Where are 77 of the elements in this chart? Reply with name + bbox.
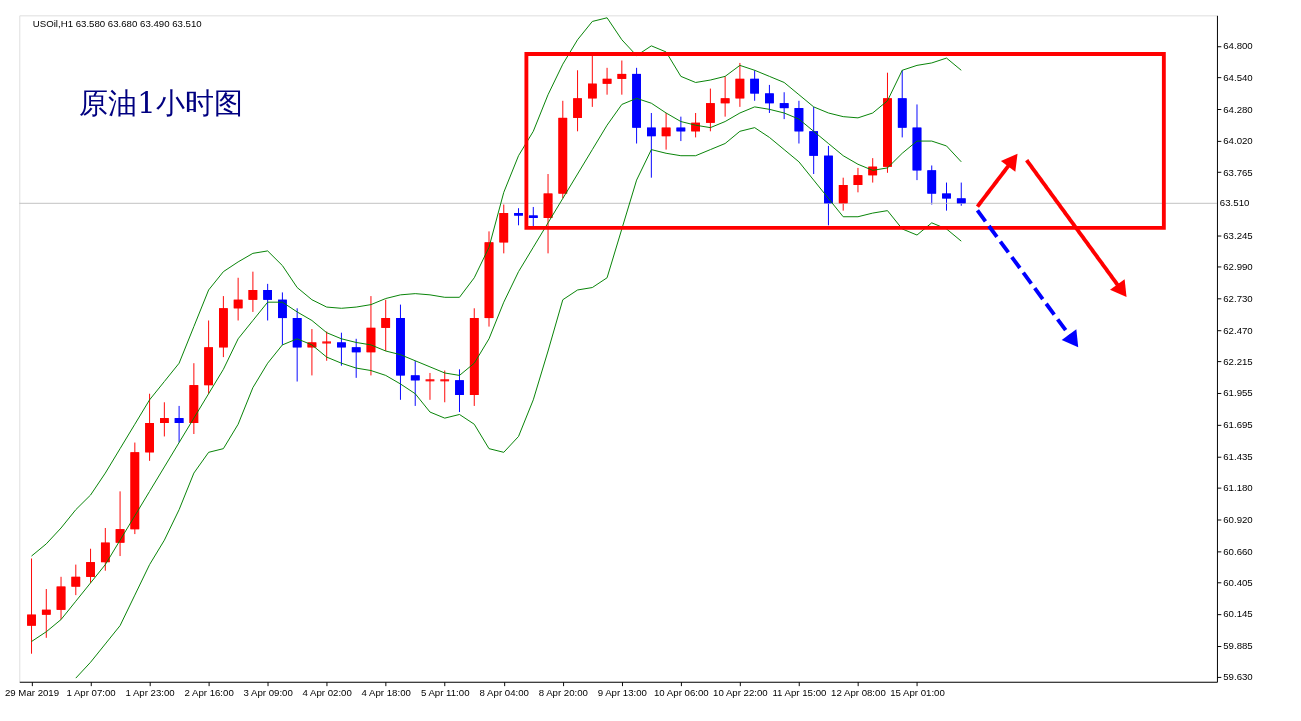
candlestick xyxy=(71,564,81,596)
candlestick xyxy=(676,116,686,142)
x-tick-label: 11 Apr 15:00 xyxy=(772,686,827,698)
candlestick xyxy=(647,112,656,179)
candlestick xyxy=(956,182,966,207)
candlestick xyxy=(100,527,110,572)
candlestick xyxy=(160,401,169,437)
candlestick xyxy=(779,91,789,120)
candlestick xyxy=(278,291,287,346)
candlestick xyxy=(174,405,184,444)
candlestick xyxy=(440,370,450,403)
x-tick-label: 15 Apr 01:00 xyxy=(890,686,945,698)
y-tick-label: 61.435 xyxy=(1223,450,1253,462)
y-tick-label: 62.470 xyxy=(1223,324,1253,336)
candlestick xyxy=(351,338,361,379)
candlestick xyxy=(661,112,671,151)
x-tick-label: 4 Apr 18:00 xyxy=(361,686,411,698)
y-tick-label: 60.405 xyxy=(1223,576,1253,588)
ref-line-label: 63.510 xyxy=(1219,197,1250,209)
candlestick xyxy=(115,490,125,557)
candlestick xyxy=(573,69,582,132)
candlestick xyxy=(602,67,612,96)
x-tick-label: 12 Apr 08:00 xyxy=(831,686,886,698)
y-tick-label: 60.145 xyxy=(1223,608,1253,620)
candlestick xyxy=(720,75,730,118)
candlestick xyxy=(735,62,745,108)
line-series xyxy=(75,127,962,679)
y-tick-label: 64.020 xyxy=(1223,135,1253,147)
y-tick-label: 59.630 xyxy=(1223,671,1253,683)
y-tick-label: 61.180 xyxy=(1223,482,1253,494)
y-tick-label: 62.730 xyxy=(1223,292,1253,304)
candlestick xyxy=(942,182,951,212)
candlestick xyxy=(56,576,66,621)
candlestick xyxy=(706,88,715,132)
candlestick xyxy=(765,84,774,114)
x-tick-label: 8 Apr 20:00 xyxy=(538,686,588,698)
candlestick xyxy=(248,271,258,313)
candlestick xyxy=(27,558,36,655)
y-tick-label: 61.955 xyxy=(1223,387,1253,399)
candlestick xyxy=(381,299,391,352)
x-tick-label: 1 Apr 07:00 xyxy=(66,686,116,698)
candlestick xyxy=(425,372,435,401)
chart-subtitle: USOil,H1 63.580 63.680 63.490 63.510 xyxy=(32,17,202,29)
x-tick-label: 5 Apr 11:00 xyxy=(420,686,470,698)
x-tick-label: 4 Apr 02:00 xyxy=(302,686,352,698)
candlestick xyxy=(853,167,863,193)
x-tick-label: 1 Apr 23:00 xyxy=(125,686,175,698)
candlestick xyxy=(263,283,272,321)
candlestick xyxy=(86,548,95,584)
x-tick-label: 29 Mar 2019 xyxy=(4,686,60,698)
candlestick xyxy=(41,588,51,639)
x-tick-label: 2 Apr 16:00 xyxy=(184,686,234,698)
y-tick-label: 62.990 xyxy=(1223,261,1253,273)
candlestick xyxy=(455,368,464,413)
x-tick-label: 10 Apr 06:00 xyxy=(654,686,709,698)
candlestick xyxy=(322,330,332,362)
y-tick-label: 64.800 xyxy=(1223,40,1253,52)
x-tick-label: 3 Apr 09:00 xyxy=(243,686,293,698)
candlestick xyxy=(617,60,627,96)
y-tick-label: 61.695 xyxy=(1223,419,1253,431)
x-tick-label: 10 Apr 22:00 xyxy=(713,686,768,698)
y-tick-label: 60.660 xyxy=(1223,545,1253,557)
y-tick-label: 60.920 xyxy=(1223,513,1253,525)
line-series xyxy=(31,17,962,557)
x-tick-label: 9 Apr 13:00 xyxy=(597,686,647,698)
y-tick-label: 63.765 xyxy=(1223,166,1253,178)
y-tick-label: 64.280 xyxy=(1223,103,1253,115)
candlestick xyxy=(587,55,597,108)
candlestick xyxy=(410,360,420,407)
y-tick-label: 62.215 xyxy=(1223,355,1253,367)
x-tick-label: 8 Apr 04:00 xyxy=(479,686,529,698)
y-tick-label: 63.245 xyxy=(1223,230,1253,242)
candlestick xyxy=(337,332,346,367)
y-tick-label: 59.885 xyxy=(1223,640,1253,652)
annotation: 原油1小时图 xyxy=(79,85,243,120)
candlestick xyxy=(233,277,243,321)
y-tick-label: 64.540 xyxy=(1223,71,1253,83)
